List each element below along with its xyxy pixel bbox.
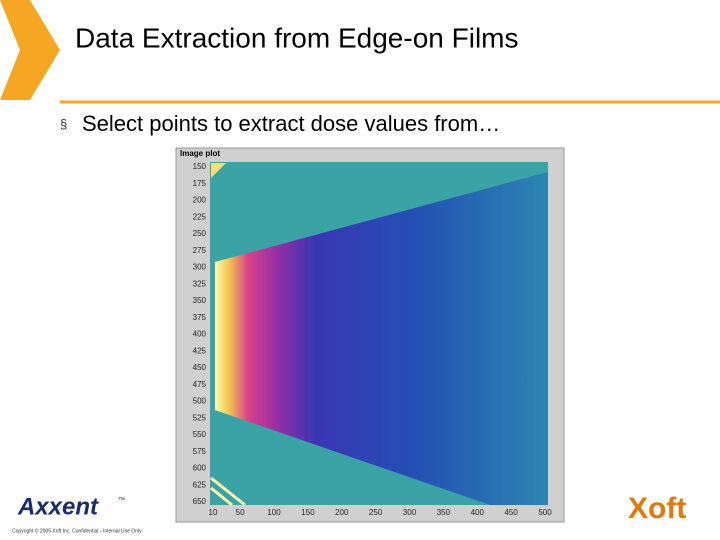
corner-streak — [210, 476, 246, 507]
x-tick-label: 200 — [335, 508, 349, 517]
y-tick-label: 575 — [193, 447, 207, 456]
slide-title: Data Extraction from Edge-on Films — [75, 22, 519, 53]
y-tick-label: 325 — [193, 279, 207, 288]
y-tick-label: 350 — [193, 296, 207, 305]
x-tick-label: 250 — [369, 508, 383, 517]
plot-title: Image plot — [180, 149, 220, 158]
logo-left: Axxent — [17, 493, 99, 520]
y-tick-label: 600 — [193, 464, 207, 473]
trademark: ™ — [118, 497, 125, 504]
corner-spot — [211, 163, 226, 178]
x-tick-label: 10 — [209, 508, 218, 517]
y-tick-label: 225 — [193, 212, 207, 221]
x-tick-label: 350 — [437, 508, 451, 517]
chevron — [0, 0, 60, 100]
y-tick-label: 500 — [193, 397, 207, 406]
y-tick-label: 375 — [193, 313, 207, 322]
y-tick-label: 650 — [193, 497, 207, 506]
y-tick-label: 275 — [193, 246, 207, 255]
dose-cone — [215, 172, 548, 505]
x-tick-label: 400 — [471, 508, 485, 517]
x-tick-label: 300 — [403, 508, 417, 517]
y-tick-label: 525 — [193, 413, 207, 422]
y-tick-label: 250 — [193, 229, 207, 238]
logo-right: Xoft — [628, 492, 686, 525]
y-tick-label: 175 — [193, 179, 207, 188]
y-tick-label: 450 — [193, 363, 207, 372]
x-tick-label: 150 — [301, 508, 315, 517]
y-tick-label: 425 — [193, 346, 207, 355]
y-tick-label: 400 — [193, 330, 207, 339]
copyright: Copyright © 2005 Xoft Inc. Confidential … — [12, 527, 142, 534]
y-tick-label: 625 — [193, 480, 207, 489]
bullet-mark: § — [60, 116, 67, 131]
y-tick-label: 150 — [193, 162, 207, 171]
y-tick-label: 550 — [193, 430, 207, 439]
x-tick-label: 50 — [236, 508, 245, 517]
x-tick-label: 100 — [267, 508, 281, 517]
x-tick-label: 500 — [538, 508, 552, 517]
bullet-text: Select points to extract dose values fro… — [82, 111, 500, 136]
y-tick-label: 200 — [193, 196, 207, 205]
x-tick-label: 450 — [504, 508, 518, 517]
y-tick-label: 475 — [193, 380, 207, 389]
y-tick-label: 300 — [193, 263, 207, 272]
